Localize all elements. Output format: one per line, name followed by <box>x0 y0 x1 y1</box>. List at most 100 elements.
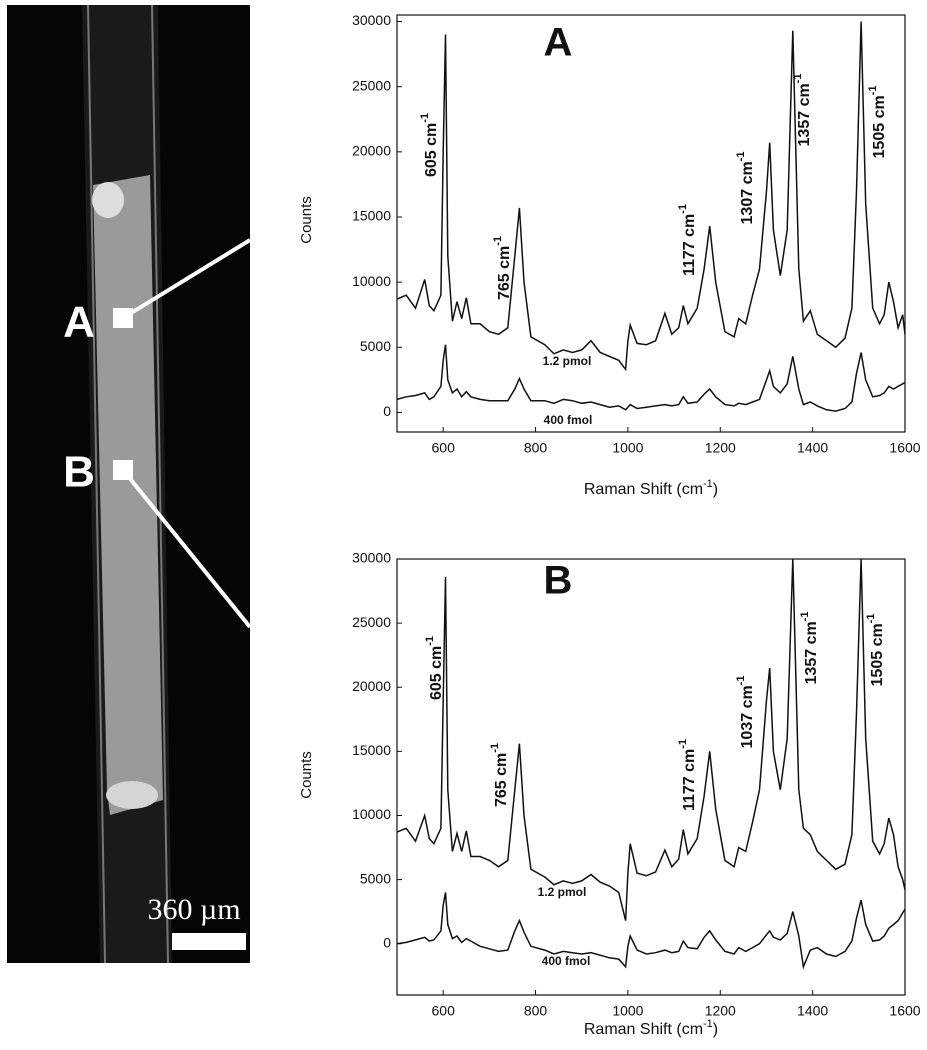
spectrum-line <box>396 21 906 372</box>
series-label: 1.2 pmol <box>543 354 592 368</box>
x-tick-label: 1400 <box>797 440 828 456</box>
spectrum-line <box>396 892 906 970</box>
y-tick-label: 0 <box>383 403 391 419</box>
plot-frame <box>396 558 906 996</box>
x-tick-label: 1400 <box>797 1003 828 1019</box>
peak-annotation: 1505 cm-1 <box>865 614 886 687</box>
peak-annotation: 1307 cm-1 <box>735 152 756 225</box>
y-tick-label: 5000 <box>360 338 391 354</box>
peak-annotation: 765 cm-1 <box>492 236 513 300</box>
y-axis-label: Counts <box>298 196 315 244</box>
x-axis-label-tail: ) <box>713 1021 718 1038</box>
peak-annotation-sup: -1 <box>799 612 811 622</box>
y-tick-label: 20000 <box>352 143 391 159</box>
y-tick-label: 20000 <box>352 678 391 694</box>
bright-spot <box>92 182 124 218</box>
y-tick-label: 10000 <box>352 273 391 289</box>
chart-title: A <box>544 21 573 65</box>
x-tick-label: 1600 <box>889 440 920 456</box>
filled-region <box>93 175 163 815</box>
peak-annotation-text: 1357 cm <box>803 621 820 684</box>
y-tick-label: 25000 <box>352 614 391 630</box>
x-axis-label-tail: ) <box>713 481 718 498</box>
x-tick-label: 1000 <box>612 440 643 456</box>
peak-annotation-sup: -1 <box>735 152 747 162</box>
peak-annotation-text: 765 cm <box>496 246 513 300</box>
peak-annotation-sup: -1 <box>677 739 689 749</box>
peak-annotation: 1177 cm-1 <box>677 739 698 811</box>
chart: 0 5000 10000 15000 20000 25000 30000 600 800 1000… <box>298 550 921 1039</box>
pointer-line <box>121 468 252 629</box>
peak-annotation-text: 1357 cm <box>796 83 813 146</box>
peak-annotation-text: 605 cm <box>428 646 445 700</box>
peak-annotation: 605 cm-1 <box>419 113 440 177</box>
series-label: 400 fmol <box>542 954 591 968</box>
peak-annotation-sup: -1 <box>419 113 431 123</box>
x-tick-label: 800 <box>524 440 548 456</box>
peak-annotation-text: 1307 cm <box>739 161 756 224</box>
peak-annotation-text: 1177 cm <box>681 749 698 811</box>
y-tick-label: 10000 <box>352 806 391 822</box>
peak-annotation-sup: -1 <box>677 204 689 214</box>
spectrum-line <box>396 344 906 412</box>
scale-bar-label: 360 µm <box>147 893 240 926</box>
peak-annotation-sup: -1 <box>867 86 879 96</box>
y-tick-label: 15000 <box>352 208 391 224</box>
x-tick-label: 800 <box>524 1003 548 1019</box>
capillary-wall <box>87 4 106 964</box>
peak-annotation-sup: -1 <box>792 74 804 84</box>
x-tick-label: 1000 <box>612 1003 643 1019</box>
spectrum-line <box>396 558 906 921</box>
y-tick-label: 25000 <box>352 77 391 93</box>
peak-annotation-text: 1505 cm <box>869 623 886 686</box>
peak-annotation-sup: -1 <box>492 236 504 246</box>
x-axis-label: Raman Shift (cm-1) <box>584 1018 718 1038</box>
x-tick-label: 1200 <box>705 1003 736 1019</box>
x-axis-label-text: Raman Shift (cm <box>584 1021 703 1038</box>
x-axis-label-text: Raman Shift (cm <box>584 481 703 498</box>
y-tick-label: 0 <box>383 934 391 950</box>
x-tick-label: 600 <box>432 1003 456 1019</box>
peak-annotation-text: 1505 cm <box>871 95 888 158</box>
pointer-line <box>121 238 252 320</box>
peak-annotation: 1357 cm-1 <box>792 74 813 147</box>
y-tick-label: 5000 <box>360 870 391 886</box>
peak-annotation-text: 605 cm <box>423 123 440 177</box>
peak-annotation: 1177 cm-1 <box>677 204 698 276</box>
y-axis-label: Counts <box>298 751 315 799</box>
series-label: 400 fmol <box>544 413 593 427</box>
x-axis-label: Raman Shift (cm-1) <box>584 478 718 498</box>
peak-annotation-text: 1177 cm <box>681 214 698 276</box>
y-tick-label: 30000 <box>352 12 391 28</box>
peak-annotation: 1037 cm-1 <box>735 676 756 749</box>
peak-annotation: 1505 cm-1 <box>867 86 888 159</box>
scale-bar <box>172 933 246 950</box>
x-tick-label: 1200 <box>705 440 736 456</box>
series-label: 1.2 pmol <box>538 885 587 899</box>
capillary-wall <box>151 4 169 964</box>
x-axis-label-sup: -1 <box>703 478 713 490</box>
marker <box>113 308 133 328</box>
photo-label: B <box>63 448 95 497</box>
peak-annotation-sup: -1 <box>865 614 877 624</box>
peak-annotation-text: 1037 cm <box>739 685 756 748</box>
chart-title: B <box>544 559 573 603</box>
peak-annotation: 605 cm-1 <box>424 636 445 700</box>
peak-annotation-text: 765 cm <box>493 753 510 807</box>
chart: 0 5000 10000 15000 20000 25000 30000 600 800 1000… <box>298 12 921 498</box>
peak-annotation-sup: -1 <box>424 636 436 646</box>
x-axis-label-sup: -1 <box>703 1018 713 1030</box>
peak-annotation-sup: -1 <box>735 676 747 686</box>
peak-annotation: 1357 cm-1 <box>799 612 820 685</box>
plot-frame <box>396 14 906 433</box>
bright-spot <box>106 781 158 809</box>
x-tick-label: 600 <box>432 440 456 456</box>
peak-annotation-sup: -1 <box>489 743 501 753</box>
y-tick-label: 15000 <box>352 742 391 758</box>
y-tick-label: 30000 <box>352 550 391 566</box>
marker <box>113 460 133 480</box>
photo: A B 360 µm <box>7 4 252 964</box>
photo-label: A <box>63 298 95 347</box>
peak-annotation: 765 cm-1 <box>489 743 510 807</box>
